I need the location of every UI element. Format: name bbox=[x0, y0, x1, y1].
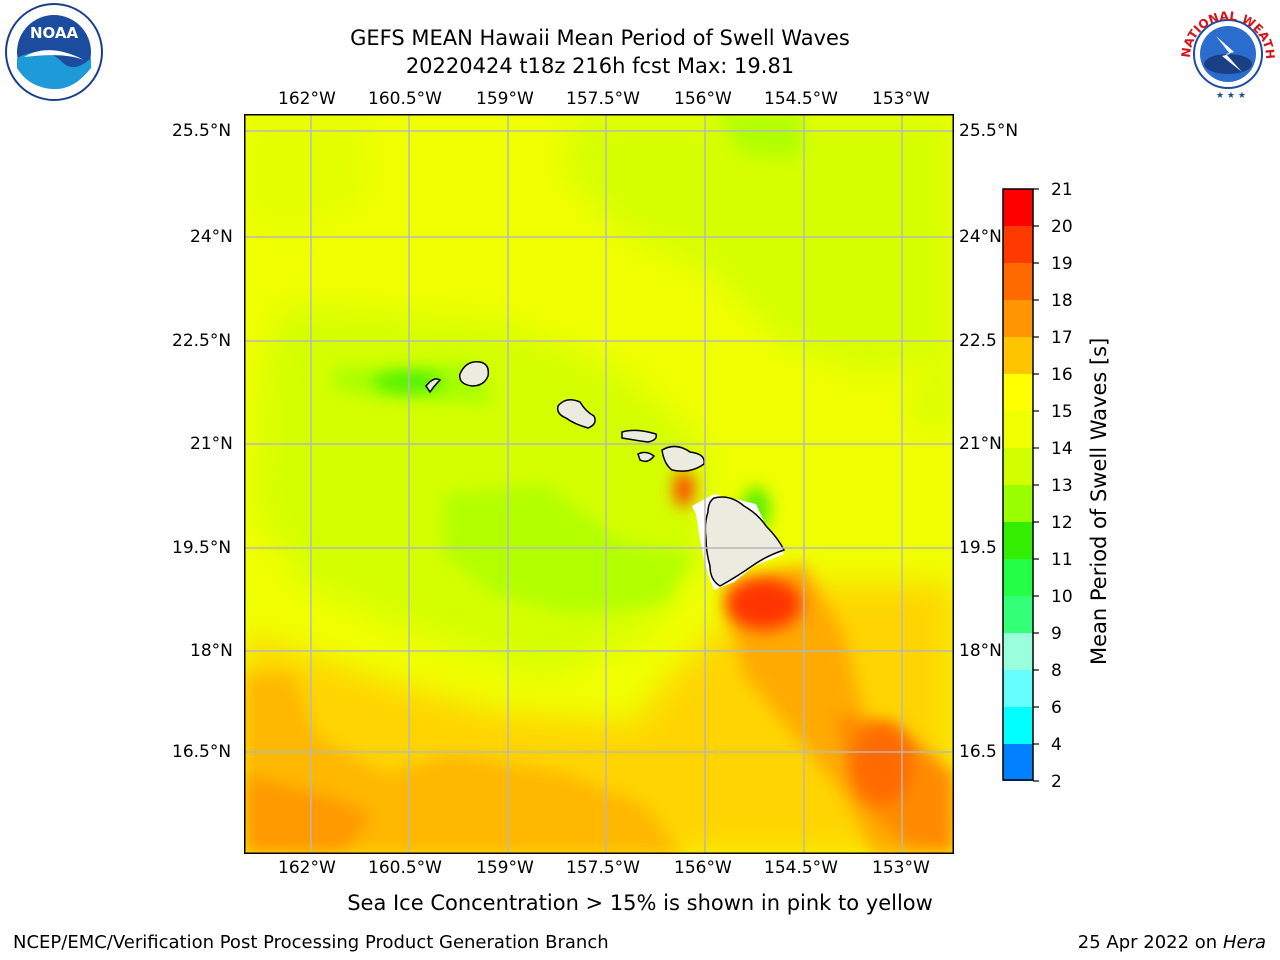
colorbar-swatch bbox=[1003, 300, 1033, 337]
molokai-island bbox=[621, 429, 658, 443]
colorbar-tick-label: 14 bbox=[1051, 439, 1073, 459]
oahu-island bbox=[556, 399, 596, 429]
colorbar-swatches bbox=[1003, 189, 1033, 781]
kauai-island bbox=[459, 361, 490, 387]
star-icon: ★ ★ ★ bbox=[1216, 91, 1246, 101]
noaa-logo: NOAA bbox=[4, 2, 104, 102]
top-lon-label: 162°W bbox=[278, 89, 336, 109]
colorbar-tick-label: 8 bbox=[1051, 661, 1062, 681]
colorbar-swatch bbox=[1003, 744, 1033, 781]
colorbar-swatch bbox=[1003, 226, 1033, 263]
colorbar-swatch bbox=[1003, 411, 1033, 448]
colorbar-swatch bbox=[1003, 670, 1033, 707]
bottom-lon-label: 157.5°W bbox=[566, 858, 640, 878]
right-lat-label: 24°N bbox=[959, 227, 1002, 247]
colorbar-tick-label: 6 bbox=[1051, 698, 1062, 718]
colorbar-tick-label: 12 bbox=[1051, 513, 1073, 533]
bottom-lon-label: 156°W bbox=[674, 858, 732, 878]
colorbar-ticks: 21 20 19 18 17 16 15 14 13 12 11 10 9 8 6 4 2 bbox=[1033, 180, 1073, 792]
map-frame bbox=[244, 114, 954, 854]
colorbar-tick-label: 13 bbox=[1051, 476, 1073, 496]
top-lon-label: 156°W bbox=[674, 89, 732, 109]
footer-date-text: 25 Apr 2022 on bbox=[1077, 932, 1223, 953]
left-lat-label: 25.5°N bbox=[172, 121, 232, 141]
lanai-island bbox=[637, 451, 656, 463]
chart-subtitle: 20220424 t18z 216h fcst Max: 19.81 bbox=[405, 54, 795, 78]
colorbar-swatch bbox=[1003, 337, 1033, 374]
niihau-island bbox=[425, 378, 442, 394]
land-islands bbox=[425, 361, 786, 590]
bottom-lon-label: 159°W bbox=[476, 858, 534, 878]
nws-logo: NATIONAL WEATHER SERVICE ★ ★ ★ bbox=[1171, 0, 1280, 102]
right-lat-label: 18°N bbox=[959, 641, 1002, 661]
left-lat-label: 21°N bbox=[190, 434, 233, 454]
colorbar-tick-label: 15 bbox=[1051, 402, 1073, 422]
footer-branch: NCEP/EMC/Verification Post Processing Pr… bbox=[13, 932, 609, 953]
right-lat-label: 16.5 bbox=[959, 742, 997, 762]
left-lat-label: 16.5°N bbox=[172, 742, 232, 762]
colorbar-tick-label: 11 bbox=[1051, 550, 1073, 570]
colorbar-swatch bbox=[1003, 448, 1033, 485]
top-lon-label: 157.5°W bbox=[566, 89, 640, 109]
colorbar-swatch bbox=[1003, 596, 1033, 633]
colorbar-swatch bbox=[1003, 633, 1033, 670]
chart-title: GEFS MEAN Hawaii Mean Period of Swell Wa… bbox=[350, 26, 850, 50]
colorbar-tick-label: 4 bbox=[1051, 735, 1062, 755]
colorbar: 21 20 19 18 17 16 15 14 13 12 11 10 9 8 6 4 2 Mean Perio… bbox=[1002, 180, 1111, 792]
bottom-lon-label: 153°W bbox=[872, 858, 930, 878]
bottom-lon-label: 162°W bbox=[278, 858, 336, 878]
colorbar-tick-label: 18 bbox=[1051, 291, 1073, 311]
left-lat-label: 22.5°N bbox=[172, 331, 232, 351]
colorbar-tick-label: 21 bbox=[1051, 180, 1073, 200]
colorbar-tick-label: 9 bbox=[1051, 624, 1062, 644]
sea-ice-note: Sea Ice Concentration > 15% is shown in … bbox=[347, 891, 933, 915]
footer-date: 25 Apr 2022 on Hera bbox=[1078, 932, 1266, 953]
graticule bbox=[244, 114, 954, 854]
colorbar-tick-label: 2 bbox=[1051, 772, 1062, 792]
left-lat-label: 18°N bbox=[190, 641, 233, 661]
right-lat-label: 19.5 bbox=[959, 538, 997, 558]
colorbar-label: Mean Period of Swell Waves [s] bbox=[1087, 338, 1111, 665]
colorbar-swatch bbox=[1003, 263, 1033, 300]
colorbar-swatch bbox=[1003, 374, 1033, 411]
colorbar-tick-label: 20 bbox=[1051, 217, 1073, 237]
colorbar-tick-label: 16 bbox=[1051, 365, 1073, 385]
colorbar-swatch bbox=[1003, 559, 1033, 596]
colorbar-tick-label: 10 bbox=[1051, 587, 1073, 607]
colorbar-swatch bbox=[1003, 189, 1033, 226]
colorbar-swatch bbox=[1003, 522, 1033, 559]
noaa-logo-text: NOAA bbox=[30, 24, 79, 42]
colorbar-tick-label: 19 bbox=[1051, 254, 1073, 274]
right-lat-label: 21°N bbox=[959, 434, 1002, 454]
top-lon-label: 159°W bbox=[476, 89, 534, 109]
left-lat-label: 24°N bbox=[190, 227, 233, 247]
right-lat-label: 25.5°N bbox=[959, 121, 1019, 141]
maui-island bbox=[661, 445, 705, 472]
colorbar-swatch bbox=[1003, 485, 1033, 522]
right-lat-label: 22.5 bbox=[959, 331, 997, 351]
colorbar-tick-label: 17 bbox=[1051, 328, 1073, 348]
top-lon-label: 160.5°W bbox=[368, 89, 442, 109]
colorbar-swatch bbox=[1003, 707, 1033, 744]
left-lat-label: 19.5°N bbox=[172, 538, 232, 558]
top-lon-label: 154.5°W bbox=[764, 89, 838, 109]
map-panel bbox=[244, 114, 954, 854]
bottom-lon-label: 160.5°W bbox=[368, 858, 442, 878]
top-lon-label: 153°W bbox=[872, 89, 930, 109]
bottom-lon-label: 154.5°W bbox=[764, 858, 838, 878]
swell-period-field bbox=[244, 114, 954, 854]
footer-machine: Hera bbox=[1222, 932, 1266, 953]
